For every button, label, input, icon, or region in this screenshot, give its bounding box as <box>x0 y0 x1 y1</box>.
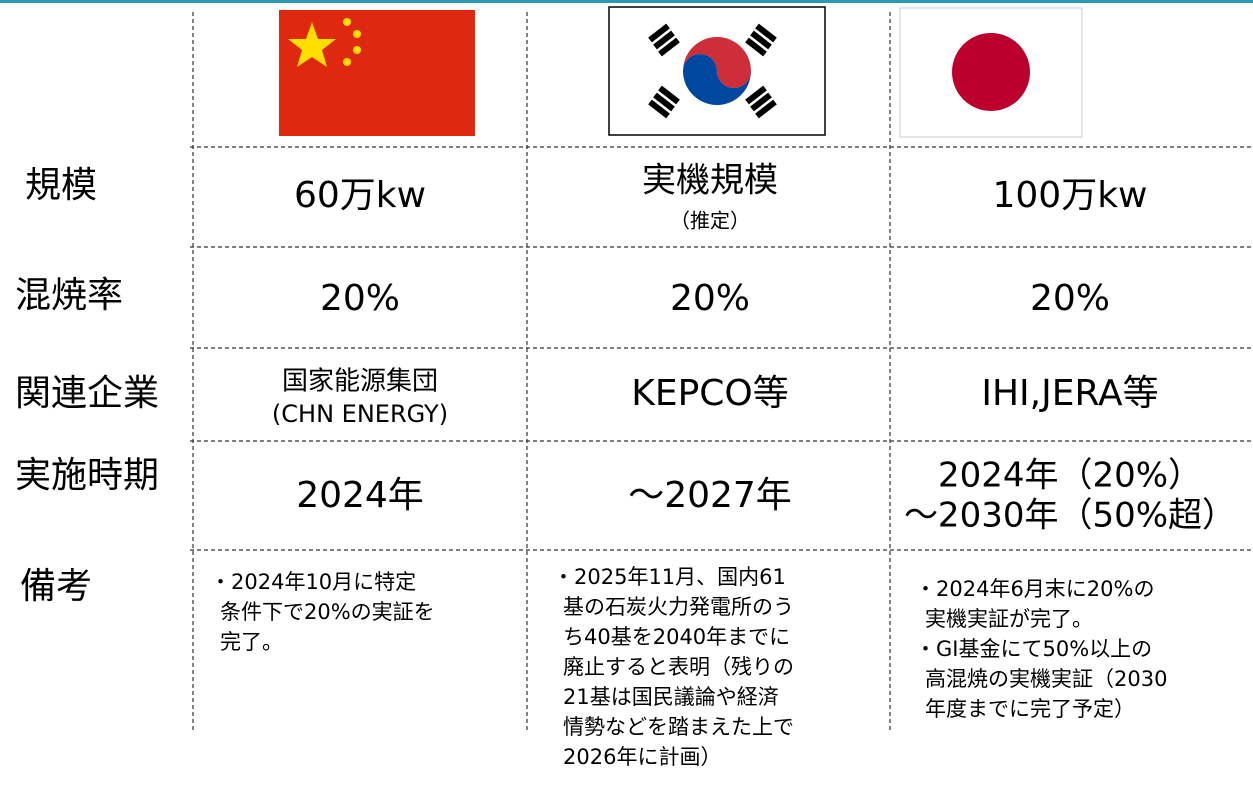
cell-text: （推定） <box>670 209 750 233</box>
remark-text: 21基は国民議論や経済 <box>563 685 779 709</box>
row-label: 混焼率 <box>15 275 123 316</box>
remark-text: 条件下で20%の実証を <box>220 600 435 624</box>
cell-text: ～2030年（50%超） <box>904 496 1236 536</box>
cell-text: 20% <box>320 278 400 319</box>
remark-text: 廃止すると表明（残りの <box>563 655 794 679</box>
flag-korea <box>608 6 826 136</box>
cell-text: (CHN ENERGY) <box>272 400 448 428</box>
cell-text: 2024年 <box>296 475 424 516</box>
remark-text: 情勢などを踏まえた上で <box>563 715 794 739</box>
remark-text: ・2025年11月、国内61 <box>553 565 786 589</box>
remark-text: 高混焼の実機実証（2030 <box>925 667 1167 691</box>
remark-text: ・GI基金にて50%以上の <box>915 637 1152 661</box>
top-rule <box>0 0 1253 3</box>
cell-text: 20% <box>1030 278 1110 319</box>
remark-text: ・2024年10月に特定 <box>210 570 416 594</box>
cell-text: 2024年（20%） <box>938 456 1202 496</box>
row-label: 実施時期 <box>15 455 159 496</box>
cell-text: IHI,JERA等 <box>981 373 1158 414</box>
cell-text: 20% <box>670 278 750 319</box>
cell-text: 100万kw <box>992 175 1147 216</box>
cell-text: KEPCO等 <box>631 373 789 414</box>
remark-text: 2026年に計画） <box>563 745 721 769</box>
remark-text: 完了。 <box>220 630 283 654</box>
flag-china <box>279 10 475 136</box>
row-label: 規模 <box>25 165 97 206</box>
cell-text: 60万kw <box>294 175 426 216</box>
remark-text: 年度までに完了予定） <box>925 697 1135 721</box>
remark-text: ・2024年6月末に20%の <box>915 577 1154 601</box>
row-label: 備考 <box>20 566 92 607</box>
cell-text: 実機規模 <box>642 161 778 201</box>
flag-japan <box>899 7 1083 138</box>
remark-text: 実機実証が完了。 <box>925 607 1093 631</box>
cell-text: 国家能源集団 <box>282 367 438 397</box>
remark-text: 基の石炭火力発電所のう <box>563 595 794 619</box>
row-label: 関連企業 <box>15 373 159 414</box>
remark-text: ち40基を2040年までに <box>563 625 790 649</box>
cell-text: ～2027年 <box>628 475 792 516</box>
